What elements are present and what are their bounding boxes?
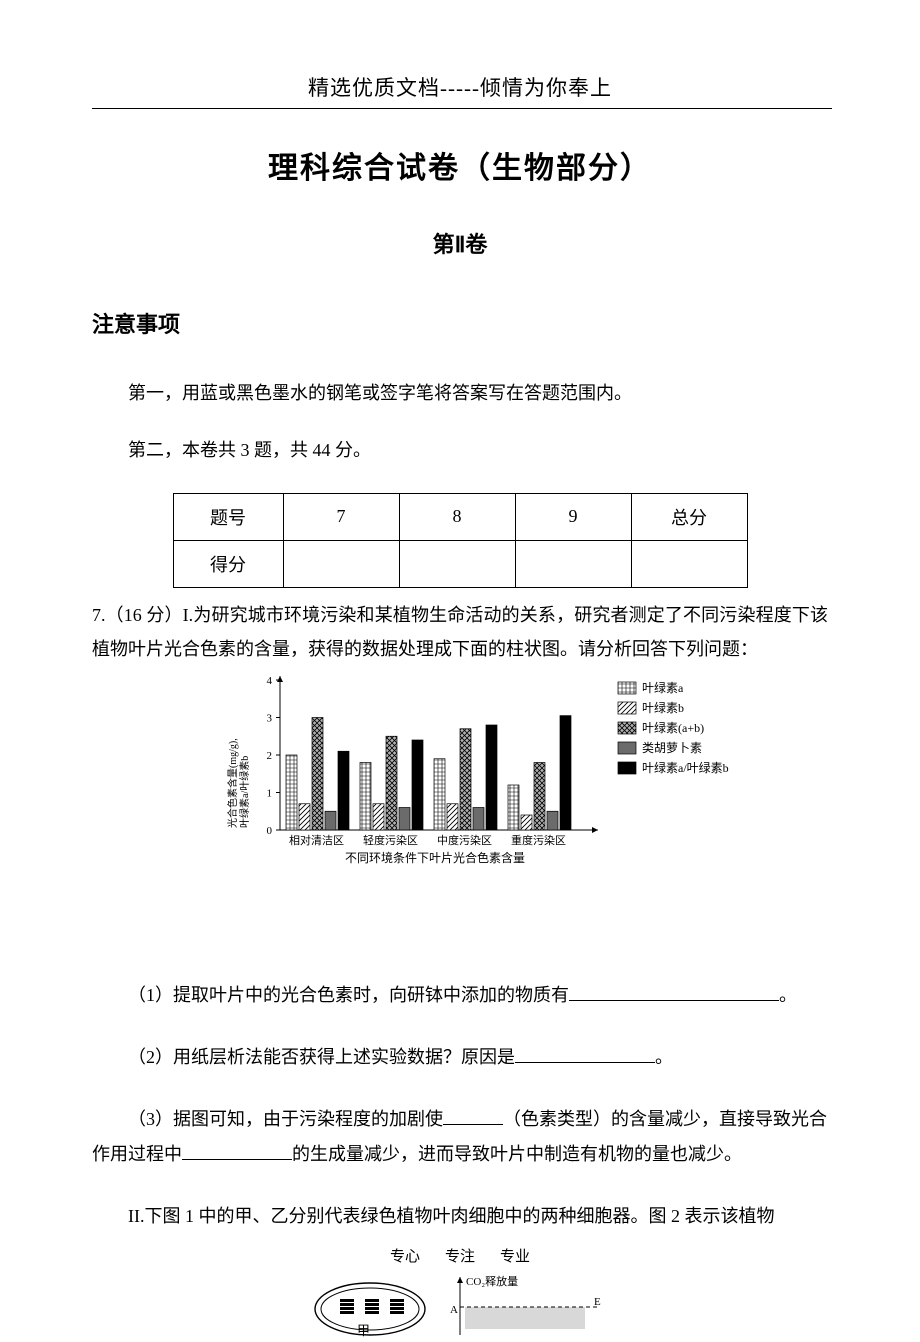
page-header: 精选优质文档-----倾情为你奉上 xyxy=(92,72,828,108)
sq1-end: 。 xyxy=(779,985,797,1005)
exam-subtitle: 第Ⅱ卷 xyxy=(92,227,828,259)
blank-line[interactable] xyxy=(182,1143,292,1159)
svg-text:2: 2 xyxy=(267,750,273,762)
score-col: 总分 xyxy=(631,493,747,540)
header-underline xyxy=(92,108,832,109)
question-7-part-II: II.下图 1 中的甲、乙分别代表绿色植物叶肉细胞中的两种细胞器。图 2 表示该… xyxy=(92,1199,828,1233)
svg-text:专业: 专业 xyxy=(500,1248,530,1265)
score-cell[interactable] xyxy=(631,540,747,587)
question-7-stem: 7.（16 分）I.为研究城市环境污染和某植物生命活动的关系，研究者测定了不同污… xyxy=(92,598,828,666)
score-col: 7 xyxy=(283,493,399,540)
sub-question-1: （1）提取叶片中的光合色素时，向研钵中添加的物质有 。 xyxy=(92,978,828,1012)
sub-question-3: （3）据图可知，由于污染程度的加剧使（色素类型）的含量减少，直接导致光合作用过程… xyxy=(92,1102,828,1170)
notice-heading: 注意事项 xyxy=(92,307,828,339)
svg-text:叶绿素b: 叶绿素b xyxy=(642,700,684,715)
svg-text:A: A xyxy=(450,1304,458,1316)
sq3-text-c: 的生成量减少，进而导致叶片中制造有机物的量也减少。 xyxy=(292,1144,742,1164)
svg-text:CO₂释放量: CO₂释放量 xyxy=(466,1274,518,1288)
sq2-end: 。 xyxy=(655,1047,673,1067)
notice-line-2: 第二，本卷共 3 题，共 44 分。 xyxy=(92,436,828,465)
score-row-label: 得分 xyxy=(173,540,283,587)
svg-text:专心: 专心 xyxy=(390,1248,420,1265)
svg-text:叶绿素a/叶绿素b: 叶绿素a/叶绿素b xyxy=(642,760,729,775)
exam-title: 理科综合试卷（生物部分） xyxy=(92,143,828,187)
organelle-diagram: 专心 专注 专业甲 CO₂释放量 A E xyxy=(310,1247,610,1342)
svg-text:不同环境条件下叶片光合色素含量: 不同环境条件下叶片光合色素含量 xyxy=(345,850,525,865)
blank-line[interactable] xyxy=(569,985,779,1001)
score-cell[interactable] xyxy=(515,540,631,587)
sq3-text-a: （3）据图可知，由于污染程度的加剧使 xyxy=(128,1109,443,1129)
svg-text:专注: 专注 xyxy=(445,1248,475,1265)
score-cell[interactable] xyxy=(283,540,399,587)
svg-text:光合色素含量(mg/g),叶绿素a/叶绿素b: 光合色素含量(mg/g),叶绿素a/叶绿素b xyxy=(226,738,251,828)
svg-text:3: 3 xyxy=(267,712,273,724)
svg-text:0: 0 xyxy=(267,825,273,837)
sq2-text: （2）用纸层析法能否获得上述实验数据？原因是 xyxy=(128,1047,515,1067)
sub-question-2: （2）用纸层析法能否获得上述实验数据？原因是 。 xyxy=(92,1040,828,1074)
svg-text:1: 1 xyxy=(267,787,273,799)
svg-text:叶绿素(a+b): 叶绿素(a+b) xyxy=(642,720,704,735)
svg-text:类胡萝卜素: 类胡萝卜素 xyxy=(642,741,702,755)
svg-text:相对清洁区: 相对清洁区 xyxy=(289,833,344,847)
svg-text:E: E xyxy=(594,1296,601,1308)
svg-text:轻度污染区: 轻度污染区 xyxy=(363,833,418,847)
svg-text:4: 4 xyxy=(267,675,273,687)
score-table: 题号 7 8 9 总分 得分 xyxy=(173,493,748,588)
pigment-bar-chart: 光合色素含量(mg/g),叶绿素a/叶绿素b 0 1 2 3 4 相对清洁区 轻度污染区 中度污… xyxy=(222,668,762,868)
svg-text:重度污染区: 重度污染区 xyxy=(511,833,566,847)
score-col: 9 xyxy=(515,493,631,540)
svg-text:中度污染区: 中度污染区 xyxy=(437,833,492,847)
score-col: 8 xyxy=(399,493,515,540)
score-cell[interactable] xyxy=(399,540,515,587)
svg-text:甲: 甲 xyxy=(357,1323,370,1337)
blank-line[interactable] xyxy=(443,1109,503,1125)
svg-text:叶绿素a: 叶绿素a xyxy=(642,680,684,695)
sq1-text: （1）提取叶片中的光合色素时，向研钵中添加的物质有 xyxy=(128,985,569,1005)
notice-line-1: 第一，用蓝或黑色墨水的钢笔或签字笔将答案写在答题范围内。 xyxy=(92,379,828,408)
score-row-label: 题号 xyxy=(173,493,283,540)
blank-line[interactable] xyxy=(515,1047,655,1063)
